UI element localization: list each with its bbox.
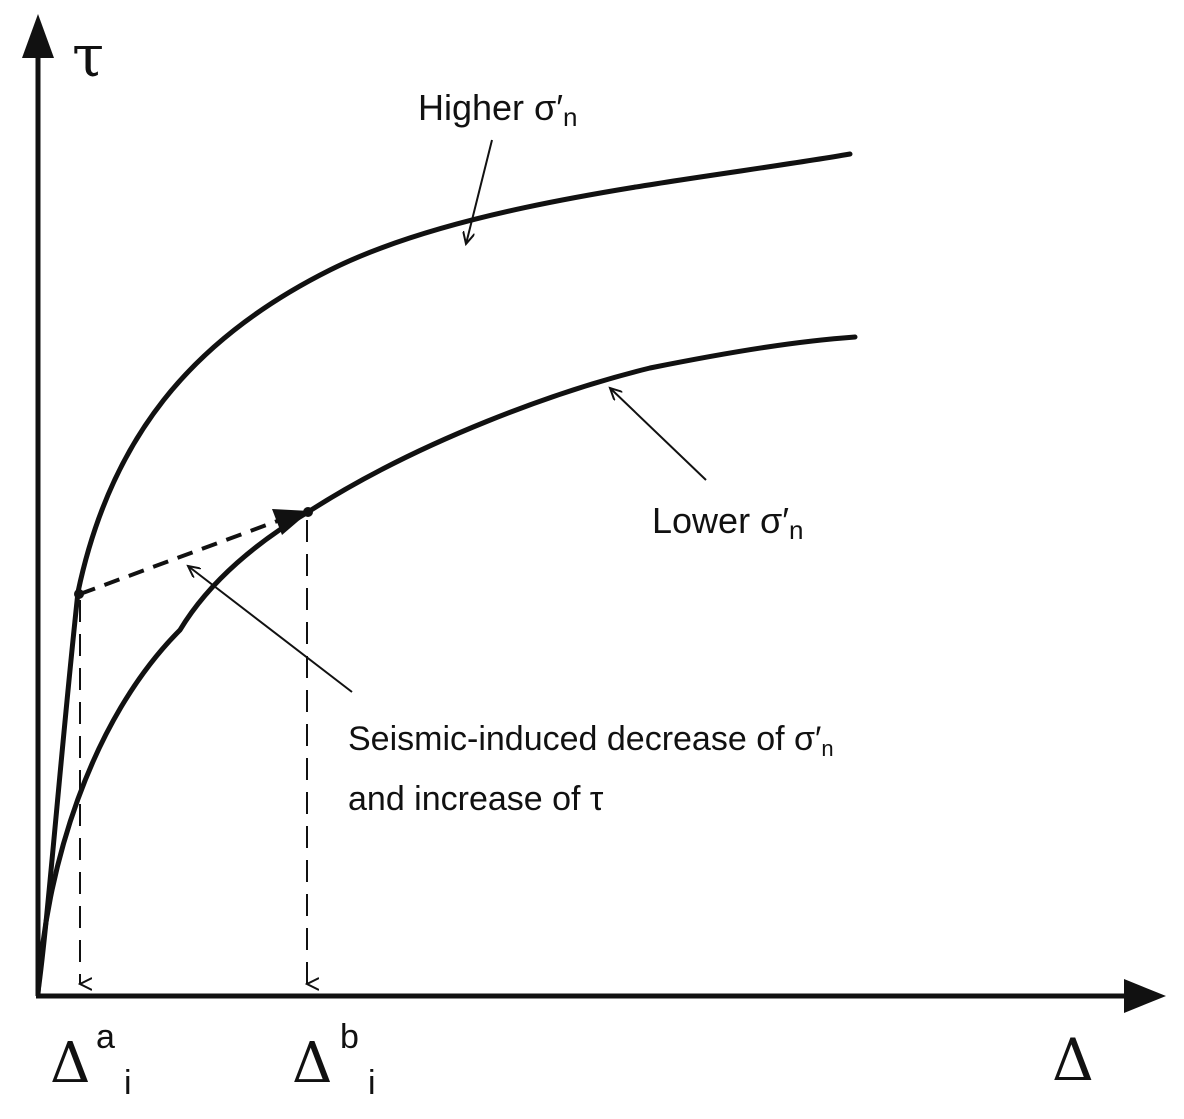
transition-arrowhead [272, 509, 310, 535]
higher-stress-curve [35, 151, 853, 995]
lower-stress-pointer [610, 388, 707, 481]
higher-stress-label: Higher σ′n [418, 87, 578, 132]
lower-stress-curve [35, 334, 858, 997]
annotation-pointer [188, 566, 353, 693]
annotation-line-2: and increase of τ [348, 780, 604, 818]
y-axis-label: τ [72, 22, 104, 90]
y-axis-arrowhead [22, 14, 54, 58]
annotation-line-1: Seismic-induced decrease of σ′n [348, 720, 834, 761]
x-axis-label: Δ [1052, 1026, 1094, 1094]
point-b [303, 507, 313, 517]
transition-dashed-arrow [79, 518, 281, 596]
x-axis-arrowhead [1124, 979, 1166, 1013]
higher-stress-pointer [466, 139, 493, 244]
point-a [74, 589, 84, 599]
lower-stress-label: Lower σ′n [652, 500, 804, 545]
